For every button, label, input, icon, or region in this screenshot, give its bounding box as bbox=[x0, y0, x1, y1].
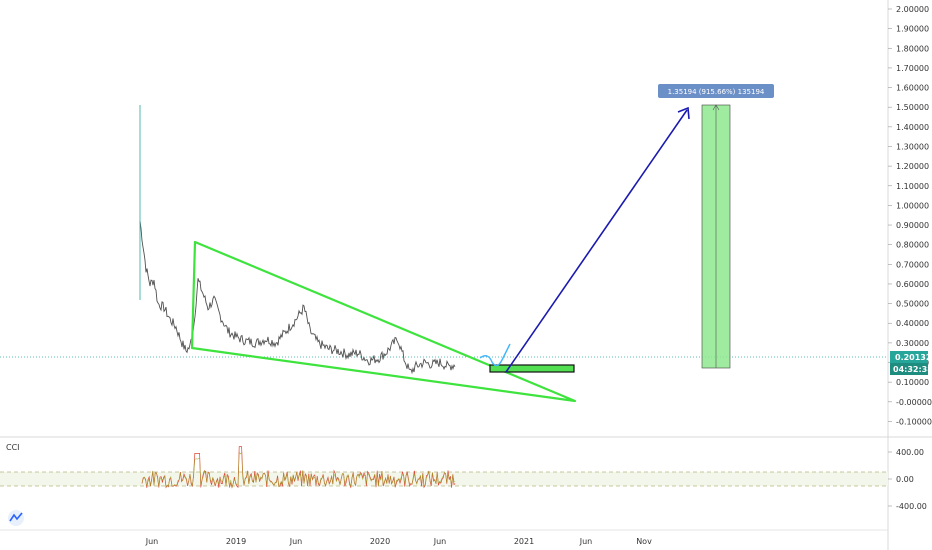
price-tick-label: 0.50000 bbox=[896, 300, 929, 309]
price-tick-label: 1.60000 bbox=[896, 84, 929, 93]
price-tick-label: 0.60000 bbox=[896, 280, 929, 289]
measure-badge bbox=[658, 84, 774, 98]
price-tick-label: 0.40000 bbox=[896, 319, 929, 328]
price-tick-label: 1.20000 bbox=[896, 162, 929, 171]
projection-arrow bbox=[505, 109, 688, 373]
countdown-value: 04:32:38 bbox=[893, 365, 932, 374]
cci-series-line-secondary bbox=[141, 451, 456, 488]
time-tick-label: Nov bbox=[636, 537, 652, 546]
cci-tick-label: 0.00 bbox=[896, 475, 914, 484]
price-tick-label: 1.40000 bbox=[896, 123, 929, 132]
price-tick-label: 0.80000 bbox=[896, 241, 929, 250]
price-tick-label: -0.00000 bbox=[896, 398, 932, 407]
time-axis-labels: Jun 2019 Jun 2020 Jun 2021 Jun Nov bbox=[145, 537, 652, 546]
time-tick-label: Jun bbox=[289, 537, 303, 546]
cci-label: CCI bbox=[6, 443, 20, 452]
price-tick-label: 1.80000 bbox=[896, 44, 929, 53]
price-axis-ticks: 2.00000 1.90000 1.80000 1.70000 1.60000 1.500… bbox=[888, 5, 932, 426]
price-tick-label: 1.30000 bbox=[896, 142, 929, 151]
price-tick-label: 0.70000 bbox=[896, 260, 929, 269]
current-price-value: 0.20132 bbox=[895, 353, 931, 362]
price-tick-label: 0.90000 bbox=[896, 221, 929, 230]
price-tick-label: -0.10000 bbox=[896, 417, 932, 426]
time-tick-label: 2019 bbox=[226, 537, 246, 546]
target-zone-arrowhead bbox=[712, 104, 720, 111]
tradingview-logo-icon[interactable] bbox=[8, 510, 24, 526]
current-price-tag bbox=[890, 351, 928, 363]
falling-wedge bbox=[190, 240, 577, 403]
cci-axis-ticks: 400.00 0.00 -400.00 bbox=[888, 448, 927, 511]
price-series-line bbox=[139, 221, 456, 375]
price-tick-label: 1.70000 bbox=[896, 64, 929, 73]
time-tick-label: 2020 bbox=[370, 537, 390, 546]
price-tick-label: 1.00000 bbox=[896, 201, 929, 210]
projection-arrow-head bbox=[677, 106, 690, 120]
time-tick-label: Jun bbox=[145, 537, 159, 546]
cci-tick-label: 400.00 bbox=[896, 448, 924, 457]
price-tick-label: 1.50000 bbox=[896, 103, 929, 112]
cci-band bbox=[0, 472, 888, 486]
time-tick-label: Jun bbox=[579, 537, 593, 546]
breakout-zone bbox=[489, 364, 575, 373]
measure-badge-text: 1.35194 (915.66%) 135194 bbox=[668, 88, 765, 96]
cci-tick-label: -400.00 bbox=[896, 502, 927, 511]
time-tick-label: 2021 bbox=[514, 537, 534, 546]
breakout-check-mark bbox=[479, 343, 511, 367]
price-tick-label: 0.10000 bbox=[896, 378, 929, 387]
countdown-tag bbox=[890, 363, 928, 375]
price-tick-label: 2.00000 bbox=[896, 5, 929, 14]
time-tick-label: Jun bbox=[433, 537, 447, 546]
price-tick-label: 0.30000 bbox=[896, 339, 929, 348]
price-tick-label: 1.10000 bbox=[896, 182, 929, 191]
price-tick-label: 1.90000 bbox=[896, 25, 929, 34]
